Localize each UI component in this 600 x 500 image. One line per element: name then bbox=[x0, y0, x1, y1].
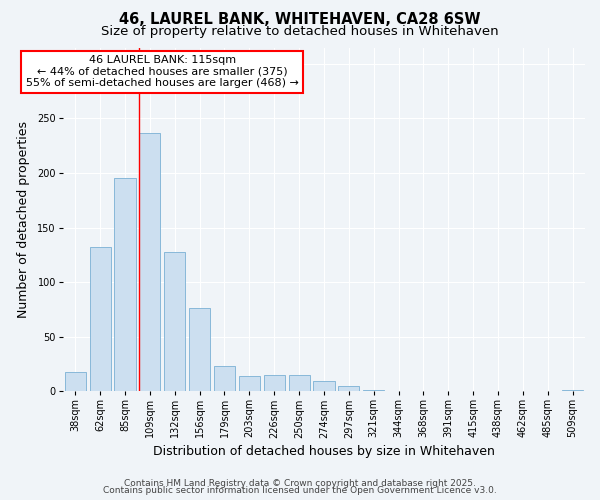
Bar bbox=[289, 375, 310, 391]
X-axis label: Distribution of detached houses by size in Whitehaven: Distribution of detached houses by size … bbox=[153, 444, 495, 458]
Text: 46, LAUREL BANK, WHITEHAVEN, CA28 6SW: 46, LAUREL BANK, WHITEHAVEN, CA28 6SW bbox=[119, 12, 481, 28]
Bar bbox=[338, 386, 359, 391]
Bar bbox=[363, 390, 384, 391]
Bar bbox=[239, 376, 260, 391]
Text: Size of property relative to detached houses in Whitehaven: Size of property relative to detached ho… bbox=[101, 25, 499, 38]
Bar bbox=[189, 308, 210, 391]
Text: Contains HM Land Registry data © Crown copyright and database right 2025.: Contains HM Land Registry data © Crown c… bbox=[124, 478, 476, 488]
Bar bbox=[313, 382, 335, 391]
Text: 46 LAUREL BANK: 115sqm
← 44% of detached houses are smaller (375)
55% of semi-de: 46 LAUREL BANK: 115sqm ← 44% of detached… bbox=[26, 55, 299, 88]
Bar bbox=[263, 375, 285, 391]
Text: Contains public sector information licensed under the Open Government Licence v3: Contains public sector information licen… bbox=[103, 486, 497, 495]
Bar bbox=[214, 366, 235, 391]
Bar bbox=[164, 252, 185, 391]
Bar bbox=[562, 390, 583, 391]
Bar bbox=[115, 178, 136, 391]
Bar bbox=[139, 132, 160, 391]
Bar bbox=[89, 247, 111, 391]
Bar bbox=[65, 372, 86, 391]
Y-axis label: Number of detached properties: Number of detached properties bbox=[17, 121, 31, 318]
